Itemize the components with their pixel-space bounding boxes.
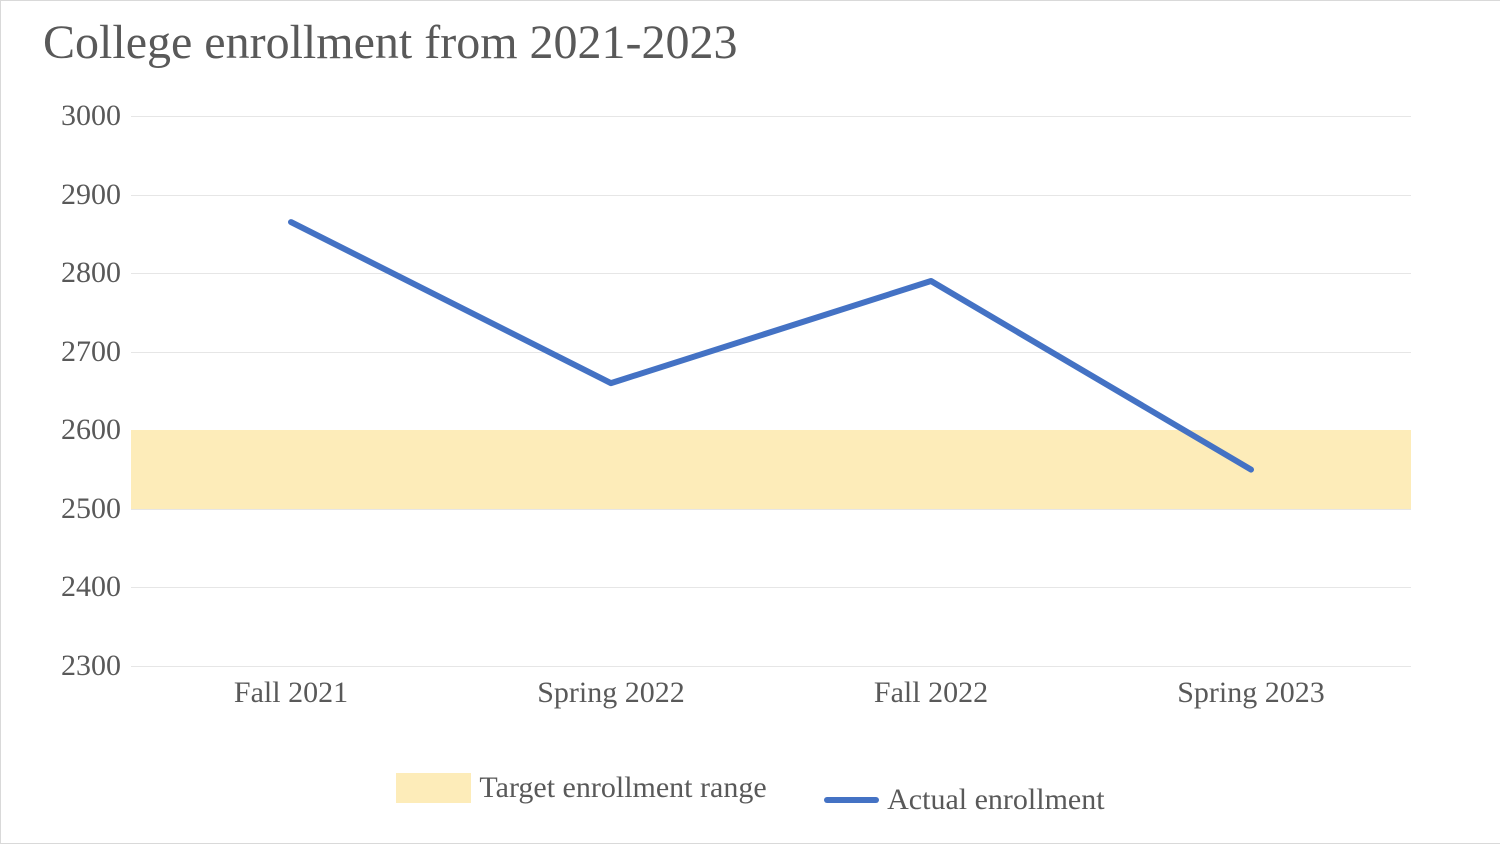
y-tick-label: 2900 <box>36 178 121 212</box>
x-tick-label: Spring 2022 <box>537 676 685 710</box>
legend-label-target: Target enrollment range <box>479 771 766 805</box>
legend-swatch-band <box>396 773 471 803</box>
y-tick-label: 2500 <box>36 492 121 526</box>
y-tick-label: 2400 <box>36 570 121 604</box>
line-series-svg <box>131 116 1411 666</box>
grid-line <box>131 666 1411 667</box>
legend-item-target: Target enrollment range <box>396 771 766 805</box>
actual-enrollment-line <box>291 222 1251 470</box>
x-tick-label: Fall 2022 <box>874 676 988 710</box>
legend: Target enrollment range Actual enrollmen… <box>1 771 1500 817</box>
y-tick-label: 2700 <box>36 335 121 369</box>
y-tick-label: 2600 <box>36 413 121 447</box>
chart-container: College enrollment from 2021-2023 230024… <box>0 0 1500 844</box>
legend-swatch-line <box>824 797 879 803</box>
legend-item-actual: Actual enrollment <box>824 783 1104 817</box>
legend-label-actual: Actual enrollment <box>887 783 1104 817</box>
y-tick-label: 2300 <box>36 649 121 683</box>
x-tick-label: Fall 2021 <box>234 676 348 710</box>
y-tick-label: 2800 <box>36 256 121 290</box>
y-tick-label: 3000 <box>36 99 121 133</box>
chart-title: College enrollment from 2021-2023 <box>43 15 738 70</box>
plot-area: 23002400250026002700280029003000Fall 202… <box>131 116 1411 666</box>
x-tick-label: Spring 2023 <box>1177 676 1325 710</box>
